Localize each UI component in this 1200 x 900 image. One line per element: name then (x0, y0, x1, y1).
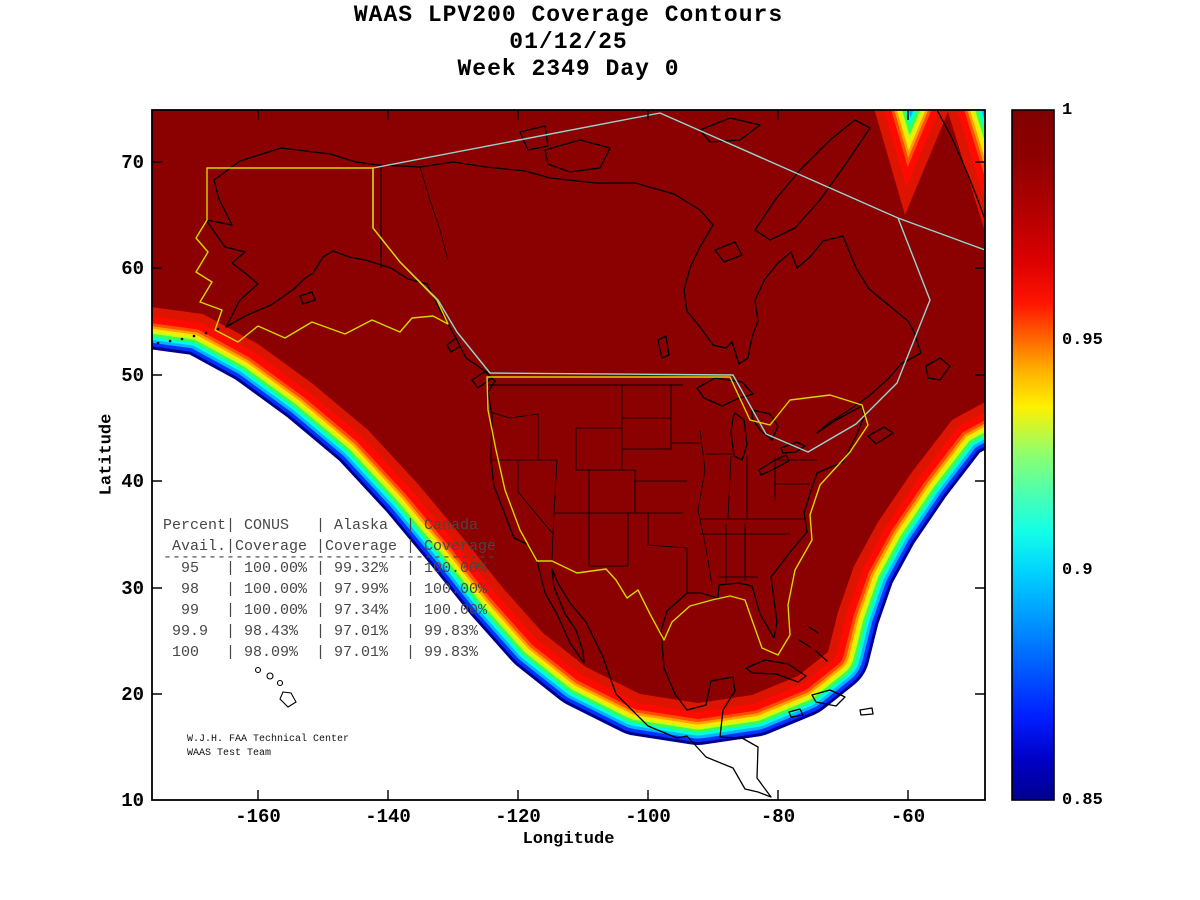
plot-frame (151, 109, 986, 801)
y-tick-40: 40 (121, 471, 144, 493)
conus-service-boundary (486, 376, 869, 656)
chart-title: WAAS LPV200 Coverage Contours (353, 2, 784, 28)
y-tick-20: 20 (121, 684, 144, 706)
x-axis-label: Longitude (522, 830, 615, 849)
coverage-table-header-2: Avail.|Coverage |Coverage | Coverage (163, 538, 497, 555)
arctic-islands (519, 117, 871, 263)
axis-ticks (152, 110, 985, 800)
coverage-table-row-999: 99.9 | 98.43% | 97.01% | 99.83% (163, 623, 479, 640)
credit-line-2: WAAS Test Team (187, 748, 272, 759)
y-axis-label: Latitude (97, 413, 117, 496)
pacific-islands (299, 291, 493, 389)
newfoundland-maritimes (867, 357, 951, 445)
coverage-table-header-1: Percent| CONUS | Alaska | Canada (163, 517, 479, 534)
x-tick-100: -100 (625, 806, 671, 828)
y-tick-30: 30 (121, 578, 144, 600)
coverage-table-row-95: 95 | 100.00% | 99.32% | 100.00% (163, 560, 488, 577)
y-tick-50: 50 (121, 365, 144, 387)
alaska-service-boundary (195, 167, 449, 343)
y-tick-70: 70 (121, 152, 144, 174)
colorbar-tick-09: 0.9 (1062, 561, 1093, 580)
mackenzie-river (419, 166, 449, 261)
x-tick-80: -80 (760, 806, 796, 828)
colorbar-gradient (1012, 110, 1054, 800)
y-tick-10: 10 (121, 790, 144, 812)
x-tick-160: -160 (235, 806, 281, 828)
north-america-coastline (205, 147, 922, 798)
colorbar-tick-095: 0.95 (1062, 331, 1103, 350)
colorbar-tick-1: 1 (1062, 101, 1073, 120)
aleutian-islands (156, 327, 220, 345)
colorbar-tick-085: 0.85 (1062, 791, 1103, 810)
lake-winnipeg (657, 335, 670, 359)
map-area (152, 110, 985, 798)
chart-date: 01/12/25 (509, 29, 628, 55)
us-state-boundaries (489, 385, 817, 592)
greenland-coast (936, 110, 985, 222)
caribbean-islands (745, 626, 874, 718)
service-volume-boundaries (195, 112, 985, 656)
x-tick-140: -140 (365, 806, 411, 828)
political-borders (380, 166, 683, 386)
coverage-table-row-99: 99 | 100.00% | 97.34% | 100.00% (163, 602, 488, 619)
hawaii-islands (254, 666, 297, 708)
coverage-table-divider: ------------------------------------- (163, 549, 497, 566)
colorbar-frame (1011, 109, 1055, 801)
chart-week-day: Week 2349 Day 0 (457, 56, 680, 82)
credit-line-1: W.J.H. FAA Technical Center (187, 734, 350, 745)
coastlines (205, 110, 985, 798)
coverage-table-row-98: 98 | 100.00% | 97.99% | 100.00% (163, 581, 488, 598)
x-tick-60: -60 (890, 806, 926, 828)
y-tick-60: 60 (121, 258, 144, 280)
x-tick-120: -120 (495, 806, 541, 828)
coverage-table-row-100: 100 | 98.09% | 97.01% | 99.83% (163, 644, 479, 661)
